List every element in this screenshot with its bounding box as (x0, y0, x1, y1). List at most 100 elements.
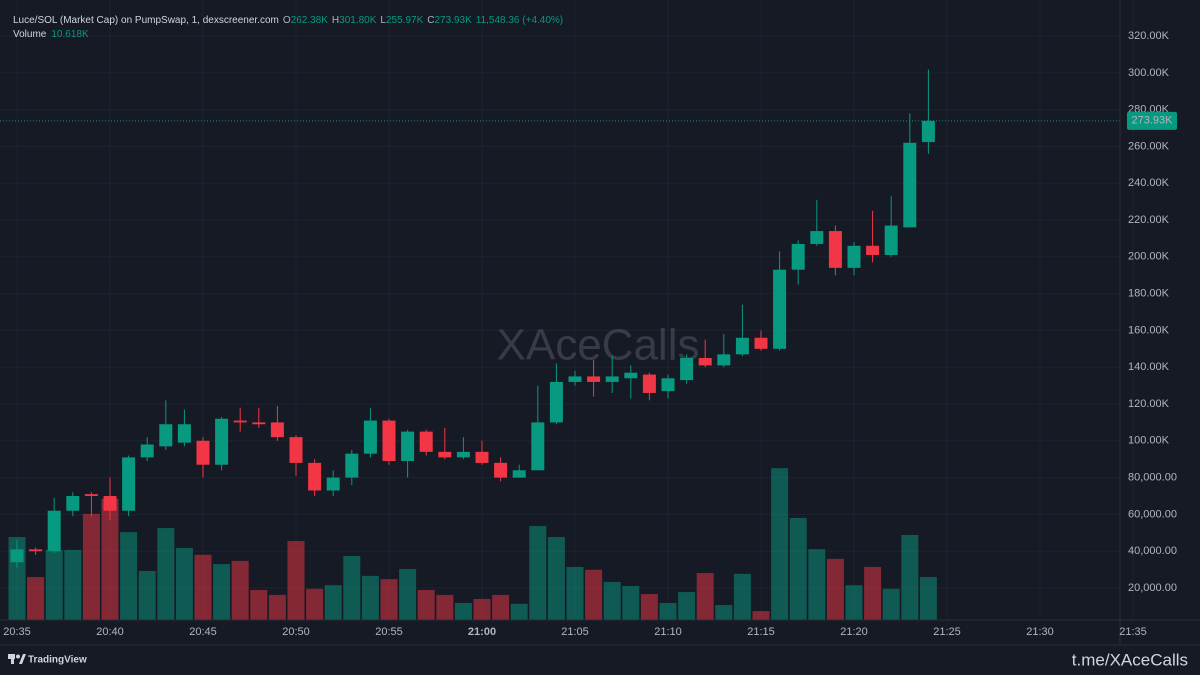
volume-bar (399, 568, 417, 620)
y-tick-label: 100.00K (1128, 435, 1170, 447)
candle-body (828, 231, 842, 268)
x-tick-label: 21:05 (561, 626, 589, 638)
volume-bar (361, 575, 379, 620)
candle-body (326, 477, 340, 491)
volume-bar (864, 566, 882, 620)
volume-bar (659, 602, 677, 620)
volume-bar (287, 541, 305, 620)
candle-body (698, 358, 712, 366)
candle-body (103, 496, 117, 511)
candle-body (196, 440, 210, 465)
logo-part (19, 654, 26, 664)
volume-bar (826, 558, 844, 620)
volume-bar (808, 549, 826, 620)
volume-bar (640, 594, 658, 620)
volume-bar (510, 603, 528, 620)
candle-body (866, 245, 880, 255)
volume-bar (919, 577, 937, 620)
candle-body (810, 231, 824, 244)
legend-key: L (380, 15, 386, 26)
footer-link: t.me/XAceCalls (1072, 650, 1188, 669)
candle-body (122, 457, 136, 511)
volume-bar (138, 570, 156, 620)
volume-bar (585, 569, 603, 620)
candle-body (177, 424, 191, 443)
candle-body (66, 496, 80, 511)
y-tick-label: 40,000.00 (1128, 545, 1177, 557)
volume-bar (603, 581, 621, 620)
y-tick-label: 120.00K (1128, 398, 1170, 410)
legend-key: H (332, 15, 339, 26)
candle-body (884, 225, 898, 255)
candle-body (159, 424, 173, 447)
volume-bar (678, 592, 696, 620)
volume-bar (250, 590, 268, 620)
y-tick-label: 320.00K (1128, 30, 1170, 42)
x-tick-label: 21:00 (468, 626, 496, 638)
y-tick-label: 220.00K (1128, 214, 1170, 226)
volume-bar (417, 590, 435, 620)
plot (0, 69, 1120, 620)
legend-title: Luce/SOL (Market Cap) on PumpSwap, 1, de… (13, 15, 279, 26)
candle-body (308, 462, 322, 491)
volume-bar (306, 588, 324, 620)
x-tick-label: 21:15 (747, 626, 775, 638)
candle-body (382, 420, 396, 462)
volume-bar (82, 513, 100, 620)
candle-body (680, 358, 694, 381)
x-tick-label: 21:25 (933, 626, 961, 638)
volume-bar (27, 577, 45, 620)
last-price-badge (1127, 111, 1177, 130)
candle-body (512, 470, 526, 478)
legend-key: O (283, 15, 291, 26)
legend: Luce/SOL (Market Cap) on PumpSwap, 1, de… (13, 15, 563, 26)
legend-change: 11,548.36 (+4.40%) (476, 15, 563, 26)
candle-body (624, 372, 638, 379)
y-tick-label: 140.00K (1128, 361, 1170, 373)
volume-bar (343, 556, 361, 620)
y-tick-label: 80,000.00 (1128, 472, 1177, 484)
volume-bar (194, 554, 212, 620)
candle-body (84, 494, 98, 496)
y-tick-label: 240.00K (1128, 177, 1170, 189)
candle-body (791, 243, 805, 270)
logo-part (11, 654, 14, 664)
candle-body (773, 269, 787, 349)
volume-bar (175, 547, 193, 620)
volume-bar (882, 588, 900, 620)
x-tick-label: 21:30 (1026, 626, 1054, 638)
volume-bar (845, 585, 863, 620)
candle-body (754, 337, 768, 349)
brand-logo (8, 654, 26, 664)
volume-bar (64, 549, 82, 620)
legend-value: 273.93K (434, 15, 472, 26)
candle-body (903, 142, 917, 228)
y-tick-label: 160.00K (1128, 324, 1170, 336)
volume-bar (473, 598, 491, 620)
y-tick-label: 300.00K (1128, 67, 1170, 79)
x-tick-label: 20:45 (189, 626, 217, 638)
volume-bar (436, 594, 454, 620)
x-tick-label: 20:55 (375, 626, 403, 638)
candle-body (29, 549, 43, 552)
volume-bar (901, 534, 919, 620)
x-tick-label: 20:35 (3, 626, 31, 638)
y-tick-label: 60,000.00 (1128, 508, 1177, 520)
candle-body (568, 376, 582, 382)
volume-bar (120, 532, 138, 620)
volume-bar (492, 594, 510, 620)
candle-body (921, 120, 935, 143)
candle-body (363, 420, 377, 454)
candle-body (401, 431, 415, 462)
volume-bar (213, 564, 231, 620)
legend-value: 10.618K (51, 29, 89, 40)
candle-body (587, 376, 601, 382)
logo-part (16, 654, 20, 659)
candle-body (605, 376, 619, 382)
candle-body (438, 451, 452, 458)
last-price-label: 273.93K (1132, 115, 1174, 127)
candle-body (270, 422, 284, 438)
volume-bar (380, 579, 398, 620)
volume-bar (324, 585, 342, 620)
